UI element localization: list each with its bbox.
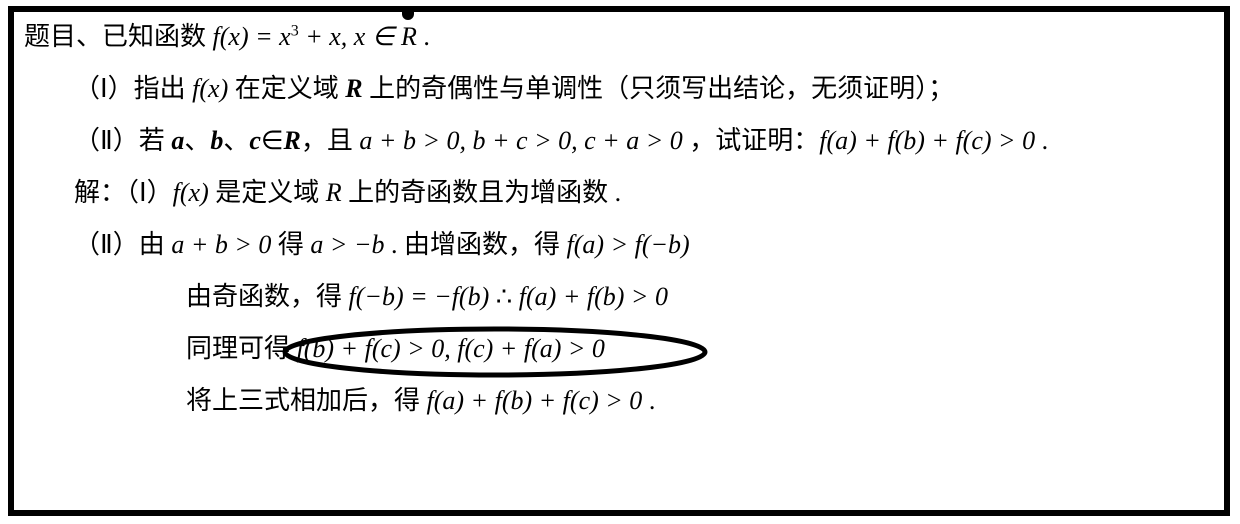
text-segment: ，试证明：	[683, 126, 820, 155]
problem-content: 题目、已知函数 f(x) = x3 + x, x ∈ R . （Ⅰ）指出 f(x)…	[24, 24, 1214, 414]
text-segment: . 由增函数，得	[385, 230, 567, 259]
text-line-0: 题目、已知函数 f(x) = x3 + x, x ∈ R .	[24, 24, 1214, 50]
text-line-2: （Ⅱ）若 a、b、c∈R，且 a + b > 0, b + c > 0, c +…	[24, 128, 1214, 154]
text-line-5: 由奇函数，得 f(−b) = −f(b) ∴ f(a) + f(b) > 0	[24, 284, 1214, 310]
text-segment: 、	[223, 126, 249, 155]
top-marker	[402, 6, 414, 20]
text-segment: R	[345, 74, 362, 103]
text-segment: 题目、已知函数	[24, 22, 213, 51]
text-segment: f(x) = x	[213, 22, 291, 51]
text-segment: （Ⅰ）指出	[74, 74, 192, 103]
text-segment: （Ⅱ）若	[74, 126, 171, 155]
text-segment: 在定义域	[228, 74, 345, 103]
text-segment: f(x)	[192, 74, 228, 103]
text-segment: .	[417, 22, 430, 51]
text-segment: 解：（Ⅰ）	[74, 178, 173, 207]
text-segment: .	[642, 386, 655, 415]
text-segment: 同理可得	[186, 334, 297, 363]
text-line-7: 将上三式相加后，得 f(a) + f(b) + f(c) > 0 .	[24, 388, 1214, 414]
text-segment: （Ⅱ）由	[74, 230, 171, 259]
text-segment: f(a) + f(b) + f(c) > 0	[427, 386, 643, 415]
text-segment: R	[326, 178, 342, 207]
text-segment: f(x)	[173, 178, 209, 207]
text-segment: 由奇函数，得	[186, 282, 349, 311]
text-segment: b	[210, 126, 223, 155]
text-segment: 是定义域	[209, 178, 326, 207]
text-segment: f(a) + f(b) > 0	[519, 282, 668, 311]
text-segment: a + b > 0	[171, 230, 271, 259]
text-line-3: 解：（Ⅰ）f(x) 是定义域 R 上的奇函数且为增函数 .	[24, 180, 1214, 206]
text-segment: 、	[184, 126, 210, 155]
text-segment: f(a) > f(−b)	[567, 230, 690, 259]
ellipse-highlight: f(b) + f(c) > 0, f(c) + f(a) > 0	[297, 336, 605, 362]
text-line-1: （Ⅰ）指出 f(x) 在定义域 R 上的奇偶性与单调性（只须写出结论，无须证明）…	[24, 76, 1214, 102]
text-segment: f(−b) = −f(b)	[349, 282, 490, 311]
text-segment: .	[1035, 126, 1048, 155]
text-segment: c	[249, 126, 261, 155]
text-line-6: 同理可得 f(b) + f(c) > 0, f(c) + f(a) > 0	[24, 336, 1214, 362]
text-segment: ∈	[261, 126, 284, 155]
problem-frame: 题目、已知函数 f(x) = x3 + x, x ∈ R . （Ⅰ）指出 f(x)…	[8, 6, 1230, 516]
text-segment: R	[284, 126, 301, 155]
text-segment: + x, x ∈ R	[299, 22, 417, 51]
text-segment: a	[171, 126, 184, 155]
text-segment: f(b) + f(c) > 0, f(c) + f(a) > 0	[297, 334, 605, 363]
text-segment: 将上三式相加后，得	[186, 386, 427, 415]
text-segment: 上的奇函数且为增函数 .	[342, 178, 622, 207]
text-segment: f(a) + f(b) + f(c) > 0	[819, 126, 1035, 155]
text-segment: 得	[271, 230, 310, 259]
text-segment: a + b > 0, b + c > 0, c + a > 0	[359, 126, 682, 155]
text-line-4: （Ⅱ）由 a + b > 0 得 a > −b . 由增函数，得 f(a) > …	[24, 232, 1214, 258]
text-segment: ，且	[301, 126, 360, 155]
text-segment: 上的奇偶性与单调性（只须写出结论，无须证明）；	[363, 74, 955, 103]
text-segment: 3	[291, 22, 299, 39]
text-segment: a > −b	[310, 230, 384, 259]
text-segment: ∴	[489, 282, 519, 311]
